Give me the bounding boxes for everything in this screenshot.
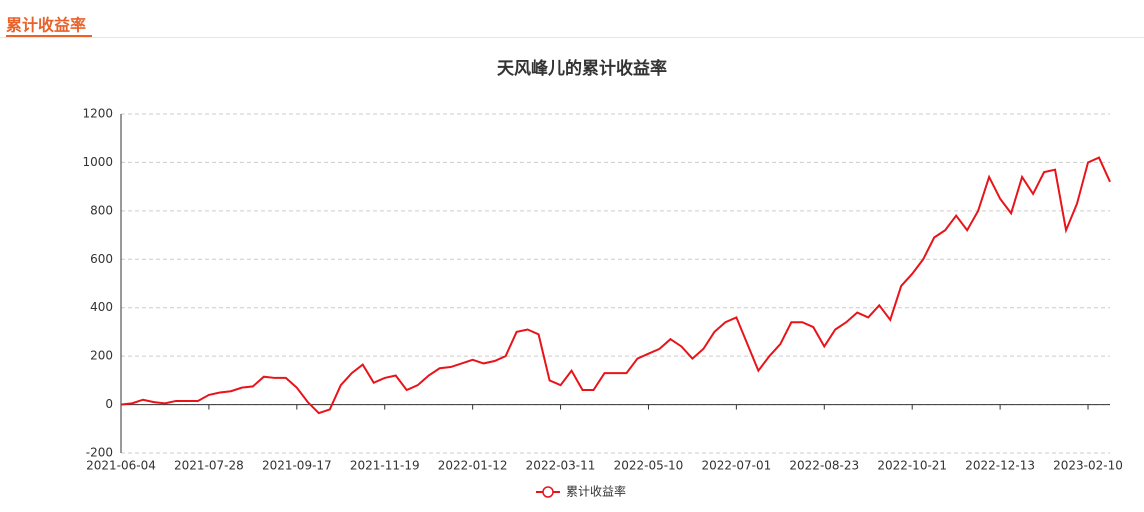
series-line (120, 156, 1111, 415)
y-tick-label: 800 (90, 203, 113, 217)
header-underline (6, 35, 92, 37)
y-tick-label: 1200 (82, 107, 113, 121)
header-title: 累计收益率 (6, 16, 86, 35)
legend-label: 累计收益率 (566, 484, 626, 499)
x-tick-label: 2022-03-11 (526, 459, 596, 473)
y-tick-label: 600 (90, 252, 113, 266)
y-tick-label: 400 (90, 300, 113, 314)
x-tick-label: 2023-02-10 (1053, 459, 1123, 473)
x-tick-label: 2021-09-17 (262, 459, 332, 473)
x-tick-label: 2022-12-13 (965, 459, 1035, 473)
x-tick-label: 2022-01-12 (438, 459, 508, 473)
x-tick-label: 2021-06-04 (86, 459, 156, 473)
y-tick-label: 1000 (82, 155, 113, 169)
chart-title: 天风峰儿的累计收益率 (497, 58, 667, 79)
legend-marker (542, 486, 554, 498)
x-tick-label: 2022-05-10 (614, 459, 684, 473)
x-tick-label: 2022-07-01 (702, 459, 772, 473)
x-tick-label: 2022-10-21 (877, 459, 947, 473)
x-tick-label: 2021-11-19 (350, 459, 420, 473)
y-tick-label: 200 (90, 349, 113, 363)
y-tick-label: 0 (105, 397, 113, 411)
y-tick-label: -200 (86, 446, 113, 460)
x-tick-label: 2021-07-28 (174, 459, 244, 473)
x-tick-label: 2022-08-23 (789, 459, 859, 473)
